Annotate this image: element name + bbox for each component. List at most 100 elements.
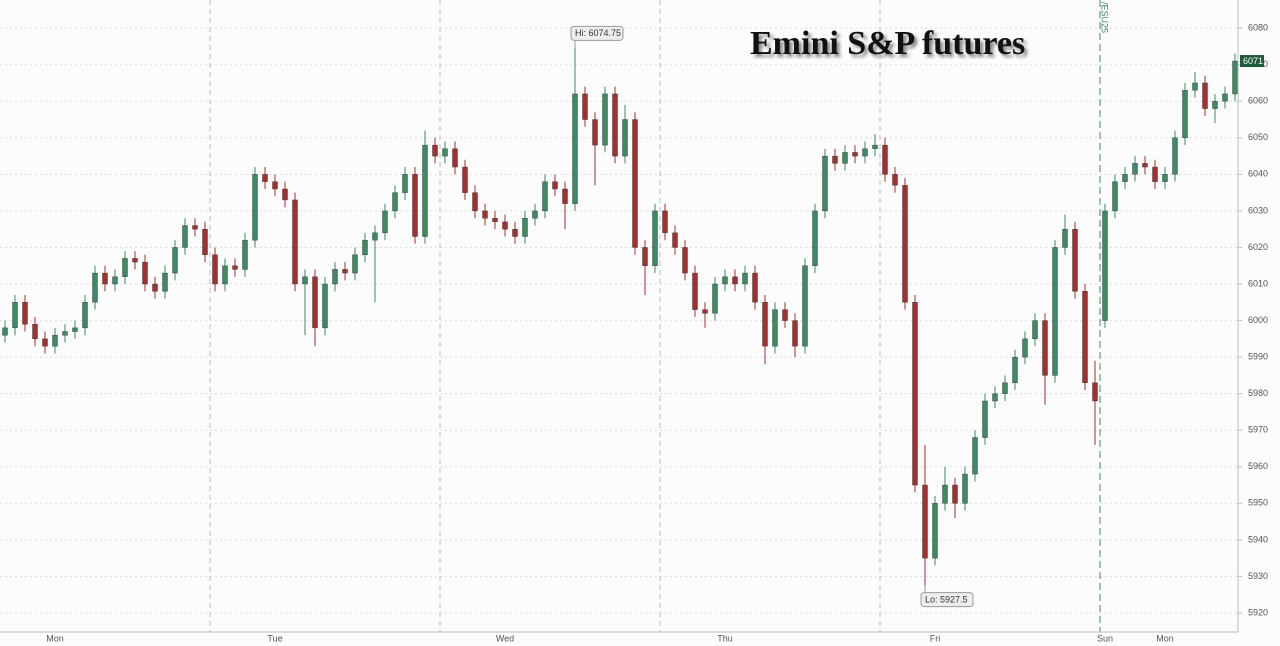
candle-body (1042, 320, 1048, 376)
candle-body (862, 148, 868, 157)
annotation-label: Hi: 6074.75 (575, 28, 621, 38)
candle-body (282, 188, 288, 201)
y-tick-label: 5920 (1248, 607, 1268, 617)
annotation-box (570, 25, 624, 41)
candle-body (222, 265, 228, 285)
candle-body (42, 338, 48, 347)
candle-body (992, 393, 998, 402)
y-tick-label: 5960 (1248, 461, 1268, 471)
candle-body (972, 437, 978, 475)
candle-body (1022, 338, 1028, 358)
chart-title: Emini S&P futures (750, 25, 1025, 62)
candle-body (292, 199, 298, 285)
candle-body (502, 221, 508, 230)
y-tick-label: 6000 (1248, 315, 1268, 325)
last-price-label: 6071 (1243, 56, 1263, 66)
candle-body (752, 272, 758, 303)
candle-body (132, 258, 138, 263)
candle-body (922, 484, 928, 559)
candle-body (1222, 93, 1228, 102)
candle-body (692, 272, 698, 310)
candle-body (442, 148, 448, 157)
candle-body (2, 327, 8, 336)
y-tick-label: 6010 (1248, 278, 1268, 288)
candle-body (22, 302, 28, 325)
candle-body (1012, 356, 1018, 383)
candle-body (1152, 166, 1158, 182)
candle-body (272, 181, 278, 190)
candle-body (662, 210, 668, 234)
candle-body (182, 225, 188, 248)
candle-body (362, 239, 368, 255)
candle-body (172, 247, 178, 274)
candle-body (122, 258, 128, 277)
y-tick-label: 6060 (1248, 96, 1268, 106)
y-tick-label: 5950 (1248, 498, 1268, 508)
candle-body (472, 192, 478, 212)
candle-body (382, 210, 388, 234)
candle-body (1162, 174, 1168, 182)
x-tick-label: Thu (717, 633, 733, 643)
candle-body (462, 166, 468, 193)
candle-body (1172, 137, 1178, 175)
candle-body (1072, 228, 1078, 292)
candle-body (1092, 382, 1098, 402)
candle-body (782, 309, 788, 321)
y-tick-label: 5970 (1248, 425, 1268, 435)
x-tick-label: Wed (496, 633, 514, 643)
candle-body (452, 148, 458, 168)
candle-body (372, 232, 378, 241)
x-tick-label: Fri (930, 633, 941, 643)
candle-body (582, 93, 588, 120)
candle-body (1142, 163, 1148, 168)
candle-body (262, 174, 268, 182)
y-tick-label: 6040 (1248, 169, 1268, 179)
candle-body (252, 174, 258, 241)
candle-body (82, 302, 88, 329)
candle-body (112, 276, 118, 285)
candle-body (952, 484, 958, 504)
candle-body (102, 272, 108, 285)
candle-body (232, 265, 238, 270)
candle-body (632, 119, 638, 248)
candle-body (72, 327, 78, 332)
y-tick-label: 5980 (1248, 388, 1268, 398)
candle-body (672, 232, 678, 248)
candle-body (1182, 90, 1188, 139)
candle-body (902, 185, 908, 303)
candle-body (642, 247, 648, 266)
candle-body (722, 276, 728, 285)
candle-body (332, 269, 338, 285)
candle-body (312, 276, 318, 329)
candle-body (1202, 82, 1208, 109)
y-tick-label: 6030 (1248, 205, 1268, 215)
candle-body (962, 473, 968, 504)
candle-body (1232, 60, 1238, 95)
candle-body (852, 152, 858, 157)
candle-body (652, 210, 658, 266)
candle-body (1102, 210, 1108, 321)
candle-body (1132, 163, 1138, 175)
candle-body (1122, 174, 1128, 182)
roll-label: /ESU25 (1100, 2, 1110, 33)
candle-body (482, 210, 488, 219)
candle-body (712, 283, 718, 314)
candle-body (1192, 82, 1198, 91)
candle-body (942, 484, 948, 504)
last-price-box (1240, 55, 1264, 68)
candle-body (702, 309, 708, 314)
candle-body (612, 93, 618, 157)
candle-body (872, 144, 878, 149)
candle-body (1052, 247, 1058, 376)
candle-body (1212, 101, 1218, 109)
y-tick-label: 5940 (1248, 534, 1268, 544)
candle-body (602, 93, 608, 146)
candle-body (202, 228, 208, 255)
candle-body (522, 218, 528, 237)
candle-body (1082, 291, 1088, 383)
candle-body (1032, 320, 1038, 340)
candle-body (532, 210, 538, 219)
